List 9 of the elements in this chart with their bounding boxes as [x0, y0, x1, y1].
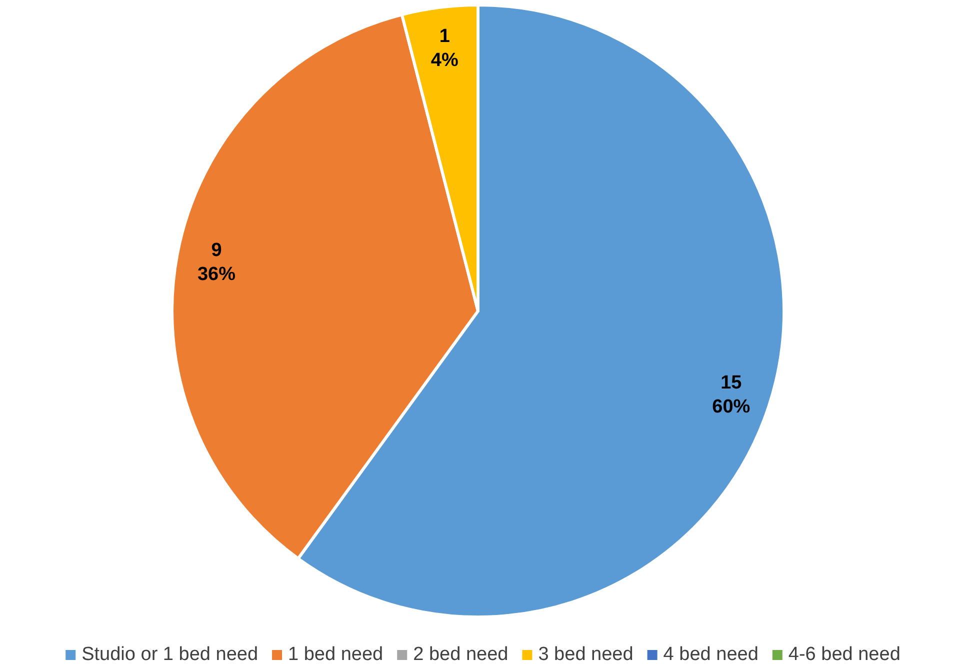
legend-label: 3 bed need: [538, 644, 634, 664]
legend-label: 1 bed need: [288, 644, 384, 664]
data-label: 1 4%: [430, 26, 458, 71]
legend-label: Studio or 1 bed need: [82, 644, 258, 664]
data-label: 15 60%: [712, 372, 750, 418]
legend-label: 4-6 bed need: [788, 644, 900, 664]
data-label: 9 36%: [197, 240, 236, 286]
legend-label: 2 bed need: [413, 644, 508, 664]
legend-label: 4 bed need: [663, 644, 758, 664]
